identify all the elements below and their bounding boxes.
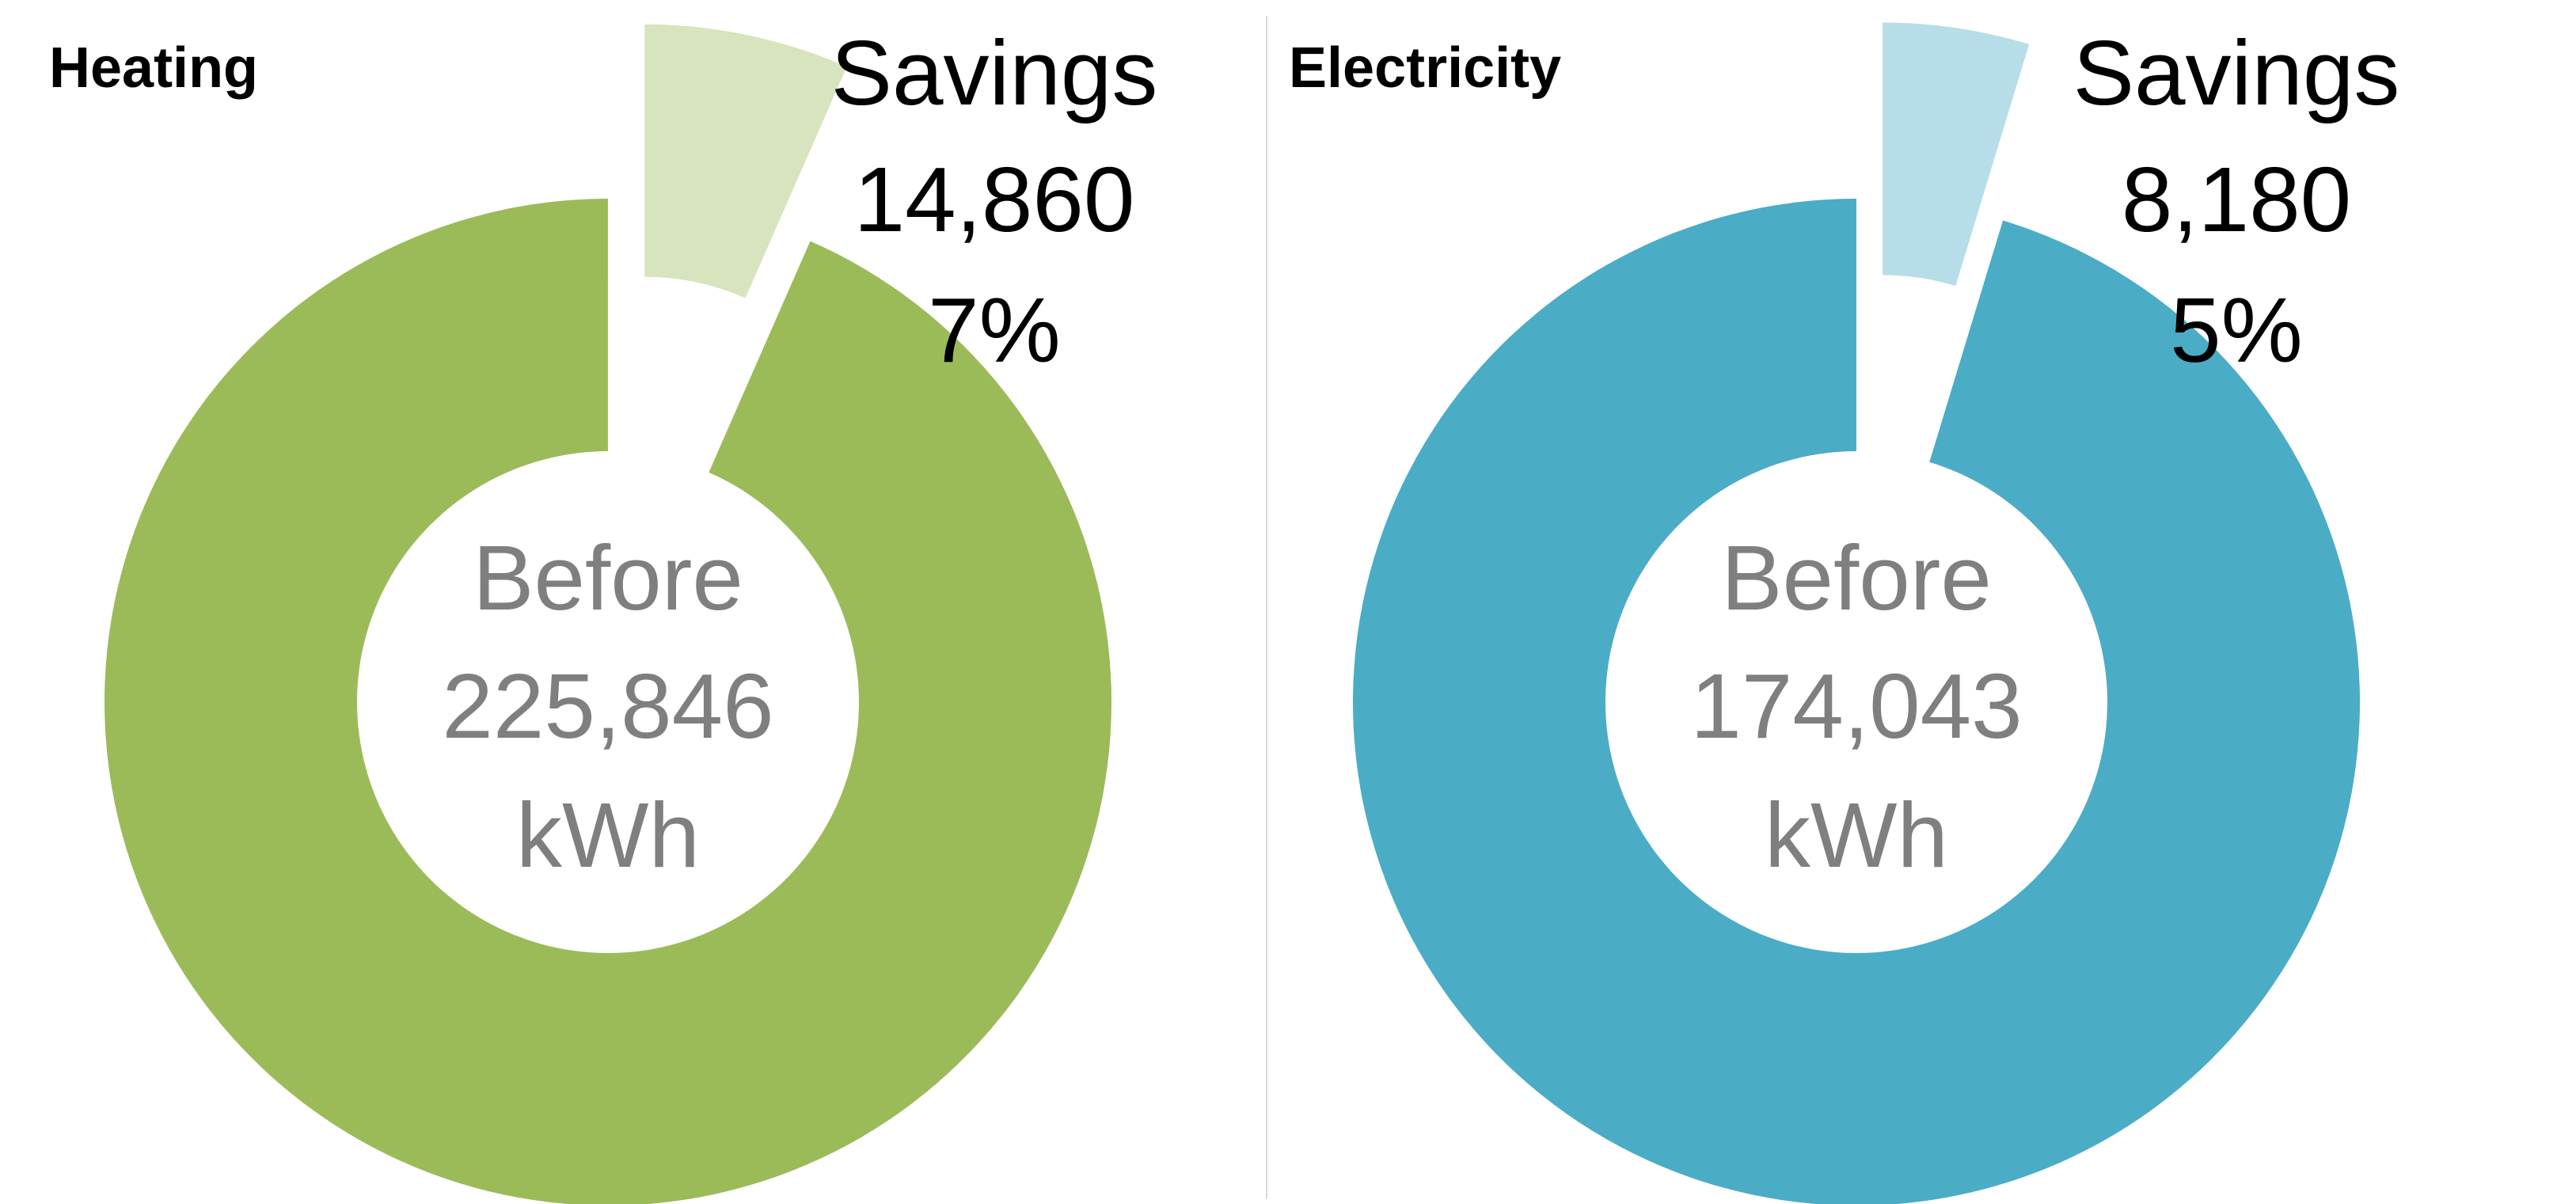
heating-chart: Heating Savings 14,860 7% Before 225,846 kWh (49, 21, 1157, 1204)
heating-title: Heating (49, 36, 258, 100)
electricity-chart: Electricity Savings 8,180 5% Before 174,043 kW… (1289, 21, 2399, 1204)
heating-before-arc (104, 199, 1112, 1204)
electricity-before-label: Before (1721, 526, 1992, 629)
electricity-unit: kWh (1765, 784, 1948, 887)
heating-savings-percent: 7% (928, 279, 1061, 382)
electricity-before-arc (1353, 199, 2360, 1204)
heating-unit: kWh (516, 784, 700, 887)
electricity-savings-slice (1883, 22, 2030, 287)
heating-before-value: 225,846 (442, 655, 773, 758)
electricity-savings-value: 8,180 (2122, 148, 2351, 251)
electricity-before-value: 174,043 (1690, 655, 2022, 758)
electricity-savings-percent: 5% (2170, 279, 2303, 382)
heating-savings-value: 14,860 (854, 148, 1135, 251)
electricity-savings-label: Savings (2073, 21, 2400, 124)
heating-before-label: Before (473, 526, 743, 629)
electricity-title: Electricity (1289, 36, 1561, 100)
heating-savings-slice (644, 24, 847, 298)
heating-savings-label: Savings (831, 21, 1158, 124)
